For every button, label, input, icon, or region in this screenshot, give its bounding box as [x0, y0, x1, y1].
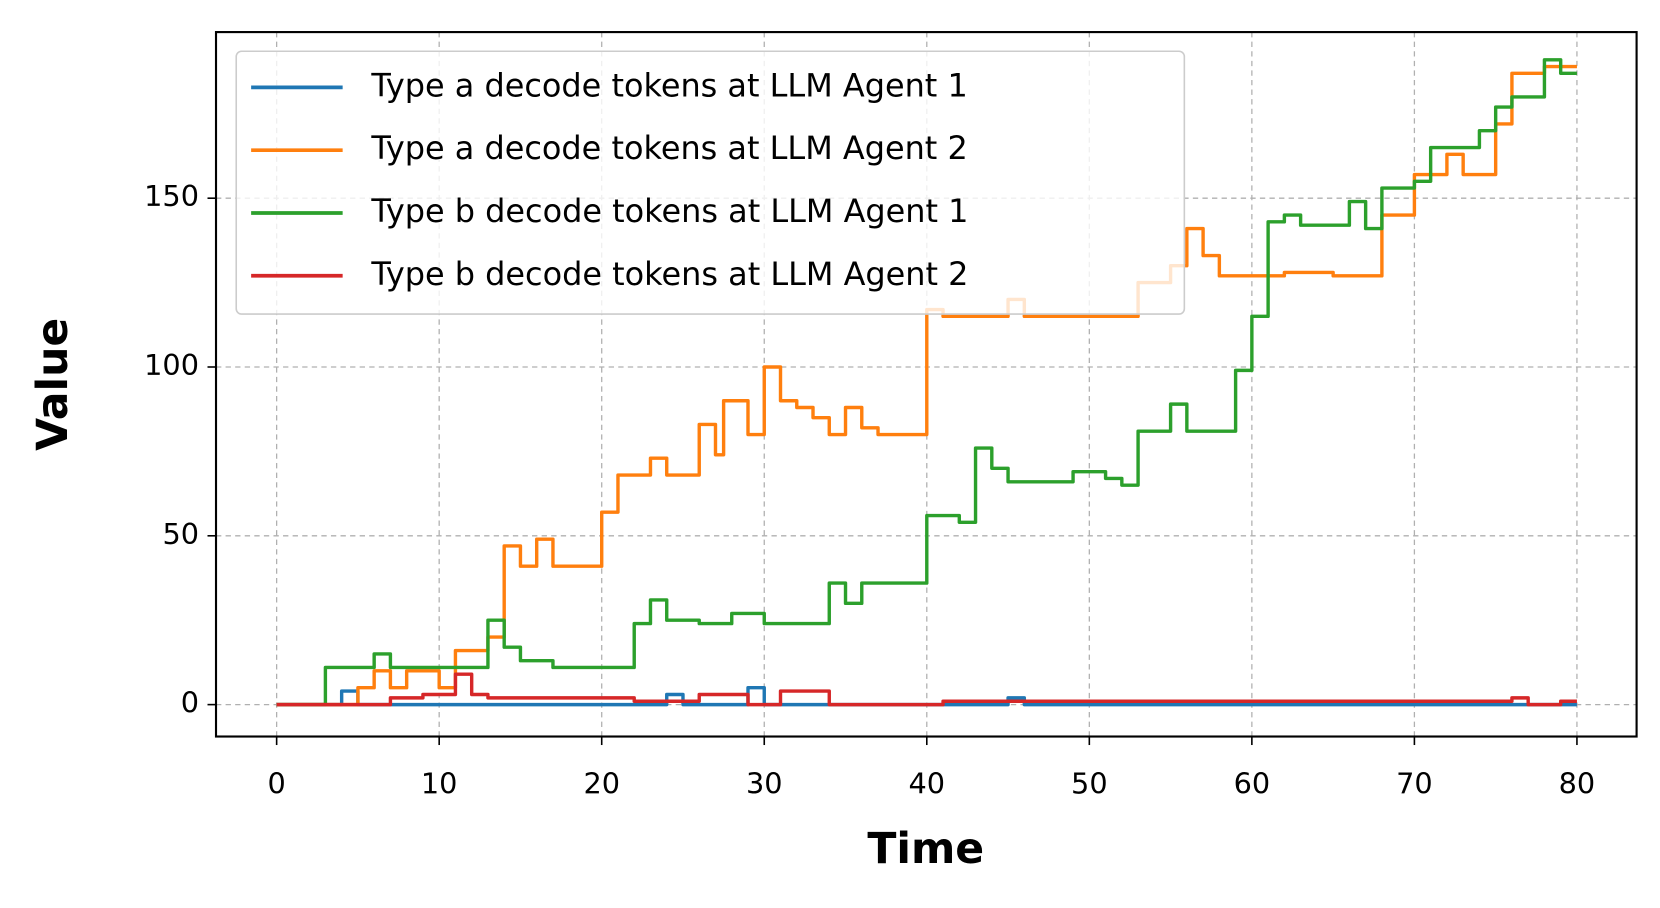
x-tick-label: 40: [909, 766, 946, 800]
y-tick-label: 50: [162, 517, 199, 551]
data-line: [276, 58, 1577, 707]
legend-label: Type a decode tokens at LLM Agent 2: [370, 129, 967, 167]
x-tick-label: 80: [1559, 766, 1596, 800]
x-tick-label: 10: [421, 766, 458, 800]
data-line: [276, 686, 1577, 707]
plot-frame: [214, 31, 1638, 738]
legend-box: [235, 50, 1186, 315]
y-axis-label: Value: [28, 318, 78, 451]
legend-label: Type b decode tokens at LLM Agent 1: [370, 192, 968, 230]
data-line: [276, 672, 1577, 707]
x-tick-label: 0: [267, 766, 285, 800]
legend-label: Type b decode tokens at LLM Agent 2: [370, 255, 968, 293]
x-tick-label: 20: [583, 766, 620, 800]
x-tick-label: 60: [1234, 766, 1271, 800]
legend-label: Type a decode tokens at LLM Agent 1: [370, 66, 967, 104]
x-axis-label: Time: [867, 824, 984, 874]
x-tick-label: 30: [746, 766, 783, 800]
y-tick-label: 0: [181, 686, 199, 720]
y-tick-label: 150: [144, 179, 199, 213]
x-tick-label: 70: [1396, 766, 1433, 800]
legend: Type a decode tokens at LLM Agent 1 Type …: [235, 50, 1186, 315]
y-tick-label: 100: [144, 348, 199, 382]
x-tick-label: 50: [1071, 766, 1108, 800]
